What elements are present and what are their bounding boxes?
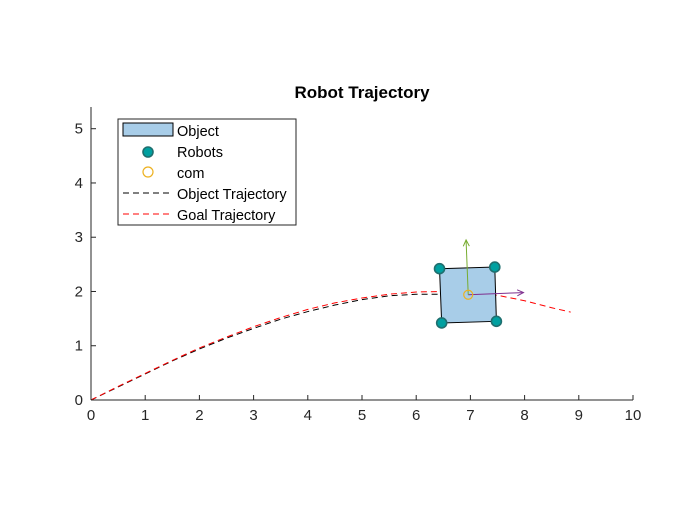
y-axis-arrow (465, 239, 469, 295)
x-tick-label: 5 (358, 407, 366, 424)
legend-object-swatch (122, 122, 174, 137)
x-tick-label: 6 (412, 407, 420, 424)
x-axis-arrow (468, 292, 524, 296)
legend-box (117, 118, 297, 226)
y-tick-label: 1 (75, 338, 83, 355)
com-marker (463, 289, 474, 300)
legend-label-goal-trajectory: Goal Trajectory (177, 208, 276, 224)
x-tick-label: 0 (87, 407, 95, 424)
x-axis-arrow-head (516, 289, 525, 297)
robot-marker-3 (490, 315, 503, 328)
legend-label-com: com (177, 166, 204, 182)
x-tick-label: 2 (195, 407, 203, 424)
x-tick-label: 1 (141, 407, 149, 424)
x-ticks: 0 1 2 3 4 5 6 7 8 9 10 (87, 395, 642, 424)
x-tick-label: 4 (304, 407, 312, 424)
robot-marker-2 (488, 261, 501, 273)
robot-marker-1 (433, 262, 446, 275)
y-tick-label: 4 (75, 175, 83, 192)
legend-label-object-trajectory: Object Trajectory (177, 187, 287, 203)
x-tick-label: 10 (625, 407, 642, 424)
goal-trajectory-line (90, 290, 571, 401)
x-tick-label: 3 (249, 407, 257, 424)
x-tick-label: 7 (466, 407, 474, 424)
chart-title: Robot Trajectory (294, 83, 430, 102)
y-tick-label: 0 (75, 392, 83, 409)
legend-robots-marker (142, 146, 154, 158)
y-tick-label: 5 (75, 121, 83, 138)
x-tick-label: 8 (520, 407, 528, 424)
legend-label-object: Object (177, 124, 219, 140)
legend-com-marker (142, 166, 154, 178)
y-axis-arrow-head (462, 238, 470, 247)
plot-area (90, 238, 571, 401)
robot-marker-4 (435, 317, 448, 329)
legend-label-robots: Robots (177, 145, 223, 161)
y-ticks: 0 1 2 3 4 5 (75, 121, 96, 409)
x-tick-label: 9 (575, 407, 583, 424)
legend: Object Robots com Object Trajectory Goal… (117, 118, 297, 226)
y-tick-label: 3 (75, 229, 83, 246)
y-tick-label: 2 (75, 283, 83, 300)
